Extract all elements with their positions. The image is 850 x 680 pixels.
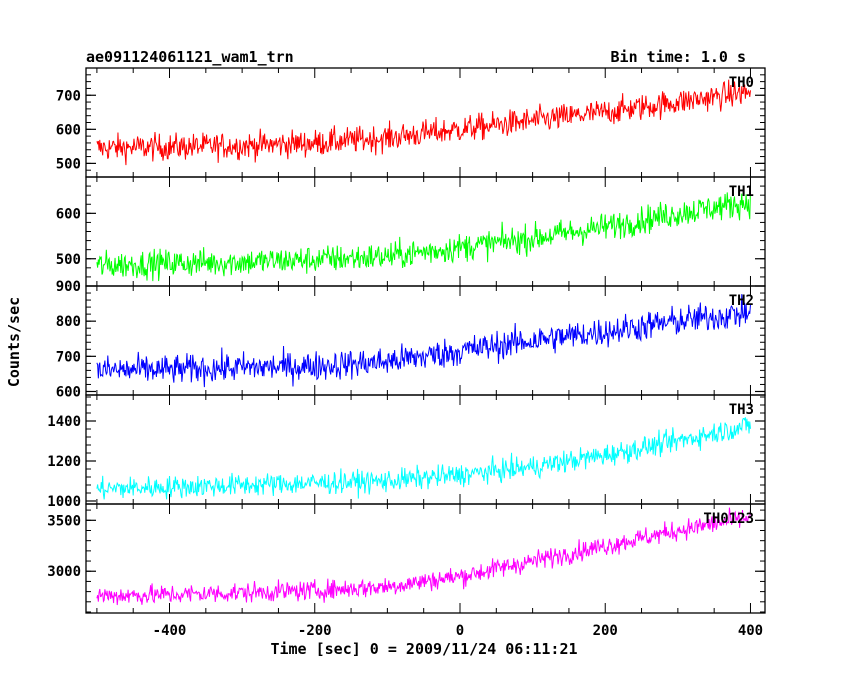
- series-line-th0: [96, 79, 751, 166]
- panel-label-th1: TH1: [729, 184, 754, 200]
- x-axis-label: Time [sec] 0 = 2009/11/24 06:11:21: [270, 640, 577, 658]
- x-tick-label: 400: [738, 623, 763, 639]
- y-axis-label: Counts/sec: [5, 297, 23, 387]
- series-line-th1: [96, 190, 751, 282]
- y-tick-label: 600: [56, 384, 81, 400]
- panel-th2: 600 700 800 900 TH2: [56, 279, 766, 400]
- panel-frame: [85, 394, 766, 505]
- panel-label-th0123: TH0123: [703, 511, 754, 527]
- y-tick-label: 3500: [47, 513, 81, 529]
- y-tick-label: 3000: [47, 564, 81, 580]
- panel-th3: 1000 1200 1400 TH3: [47, 394, 766, 510]
- panel-th0123: 3000 3500 TH0123: [47, 503, 766, 614]
- panel-frame: [85, 176, 766, 287]
- y-tick-label: 1200: [47, 454, 81, 470]
- y-tick-label: 1400: [47, 414, 81, 430]
- series-line-th3: [96, 417, 751, 500]
- panel-frame: [85, 285, 766, 396]
- x-tick-label: 0: [456, 623, 464, 639]
- panels-group: 500 600 700 TH0 500 600 TH1 600 700 800 900 TH2 1000…: [47, 67, 766, 614]
- panel-th1: 500 600 TH1: [56, 176, 766, 287]
- panel-frame: [85, 503, 766, 614]
- panel-label-th2: TH2: [729, 293, 754, 309]
- x-tick-label: -400: [153, 623, 187, 639]
- y-tick-label: 700: [56, 88, 81, 104]
- y-tick-label: 600: [56, 122, 81, 138]
- y-tick-label: 600: [56, 206, 81, 222]
- y-tick-label: 700: [56, 349, 81, 365]
- y-tick-label: 500: [56, 252, 81, 268]
- panel-label-th3: TH3: [729, 402, 754, 418]
- panel-th0: 500 600 700 TH0: [56, 67, 766, 178]
- panel-label-th0: TH0: [729, 75, 754, 91]
- y-tick-label: 800: [56, 314, 81, 330]
- x-tick-label: 200: [593, 623, 618, 639]
- y-tick-label: 500: [56, 156, 81, 172]
- bin-time-label: Bin time: 1.0 s: [611, 48, 746, 66]
- x-tick-label: -200: [298, 623, 332, 639]
- chart-title: ae091124061121_wam1_trn: [86, 48, 294, 66]
- x-axis: -400 -200 0 200 400: [153, 623, 763, 639]
- y-tick-label: 900: [56, 279, 81, 295]
- y-tick-label: 1000: [47, 494, 81, 510]
- series-line-th0123: [96, 507, 751, 606]
- series-line-th2: [96, 294, 751, 388]
